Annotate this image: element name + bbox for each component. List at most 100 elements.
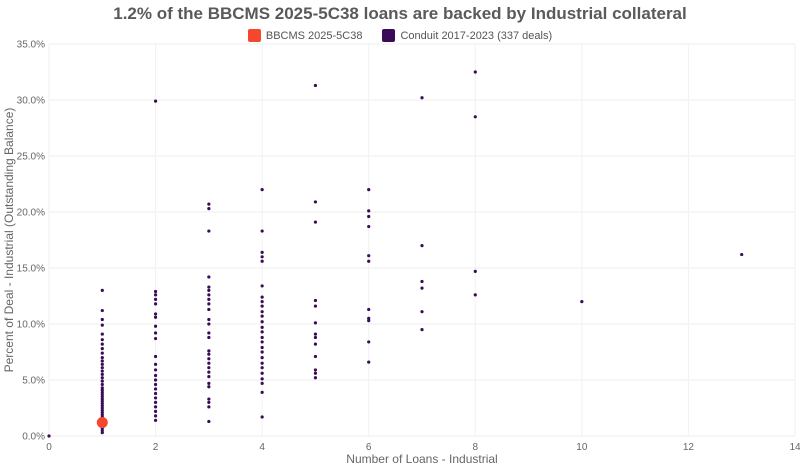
y-tick-label: 20.0% <box>17 208 45 219</box>
y-tick-label: 35.0% <box>17 40 45 51</box>
x-tick-label: 2 <box>153 442 159 453</box>
conduit-point <box>367 360 371 364</box>
conduit-point <box>207 352 211 356</box>
conduit-point <box>100 338 104 342</box>
conduit-point <box>207 361 211 365</box>
conduit-point <box>153 324 158 328</box>
conduit-point <box>100 308 104 313</box>
bbcms-point <box>96 417 108 429</box>
conduit-point <box>207 229 211 233</box>
conduit-point <box>207 370 211 374</box>
conduit-point <box>100 362 104 366</box>
conduit-point <box>207 307 211 312</box>
conduit-point <box>100 356 104 360</box>
conduit-point <box>207 405 211 409</box>
conduit-point <box>313 371 318 375</box>
conduit-point <box>473 293 477 297</box>
conduit-point <box>100 382 104 387</box>
conduit-point <box>207 207 211 211</box>
conduit-point <box>100 413 104 417</box>
x-tick-label: 14 <box>789 442 800 453</box>
conduit-point <box>313 335 318 340</box>
conduit-point <box>100 317 104 322</box>
conduit-point <box>100 386 104 390</box>
y-axis-title: Percent of Deal - Industrial (Outstandin… <box>2 108 16 373</box>
conduit-point <box>100 372 104 376</box>
legend-item-conduit[interactable]: Conduit 2017-2023 (337 deals) <box>382 29 552 42</box>
chart-title: 1.2% of the BBCMS 2025-5C38 loans are ba… <box>113 4 687 23</box>
grid-lines <box>48 43 796 437</box>
conduit-point <box>207 288 211 292</box>
conduit-point <box>313 200 318 204</box>
conduit-point <box>260 330 264 334</box>
conduit-point <box>367 188 371 192</box>
conduit-point <box>260 188 264 192</box>
conduit-point <box>100 401 104 406</box>
conduit-point <box>207 285 211 289</box>
conduit-point <box>207 357 211 361</box>
legend-swatch-conduit <box>382 29 396 42</box>
conduit-point <box>100 359 104 363</box>
conduit-point <box>153 373 158 378</box>
conduit-point <box>100 404 104 408</box>
conduit-point <box>100 406 104 410</box>
conduit-point <box>260 340 264 344</box>
conduit-point <box>100 323 104 327</box>
conduit-point <box>420 286 424 290</box>
x-tick-label: 12 <box>683 442 695 453</box>
x-axis-title: Number of Loans - Industrial <box>346 452 497 466</box>
conduit-point <box>100 397 104 401</box>
conduit-point <box>473 269 477 273</box>
conduit-point <box>207 419 211 424</box>
conduit-point <box>313 376 318 380</box>
conduit-point <box>260 325 264 329</box>
conduit-point <box>260 259 264 263</box>
conduit-point <box>260 320 264 324</box>
conduit-point <box>313 220 318 224</box>
conduit-point <box>153 293 158 297</box>
conduit-point <box>207 349 211 353</box>
conduit-point <box>420 310 424 314</box>
conduit-point <box>740 252 744 257</box>
y-tick-label: 5.0% <box>22 376 45 387</box>
conduit-point <box>367 340 371 344</box>
conduit-point <box>367 214 371 219</box>
conduit-point <box>153 315 158 319</box>
conduit-point <box>100 395 104 399</box>
conduit-point <box>153 378 158 382</box>
conduit-point <box>260 366 264 370</box>
conduit-point <box>100 342 104 346</box>
conduit-point <box>153 297 158 301</box>
conduit-point <box>153 312 158 316</box>
conduit-point <box>100 431 104 435</box>
legend-item-bbcms[interactable]: BBCMS 2025-5C38 <box>247 29 362 42</box>
conduit-point <box>207 335 211 340</box>
conduit-point <box>313 321 318 325</box>
conduit-point <box>47 434 51 438</box>
conduit-point <box>260 300 264 304</box>
conduit-point <box>367 209 371 213</box>
conduit-point <box>153 336 158 341</box>
conduit-point <box>260 361 264 365</box>
x-tick-label: 8 <box>473 442 479 453</box>
x-tick-label: 10 <box>576 442 588 453</box>
conduit-point <box>313 83 318 88</box>
conduit-point <box>153 391 158 396</box>
conduit-point <box>367 316 371 320</box>
conduit-point <box>100 351 104 355</box>
conduit-point <box>100 332 104 336</box>
conduit-point <box>313 368 318 372</box>
conduit-point <box>100 347 104 351</box>
y-tick-label: 0.0% <box>22 432 45 443</box>
conduit-point <box>260 250 264 254</box>
conduit-point <box>207 366 211 370</box>
conduit-point <box>260 335 264 340</box>
conduit-point <box>260 295 264 299</box>
conduit-point <box>153 400 158 404</box>
x-tick-label: 6 <box>366 442 372 453</box>
conduit-point <box>153 302 158 306</box>
conduit-point <box>100 428 104 432</box>
conduit-point <box>207 381 211 385</box>
